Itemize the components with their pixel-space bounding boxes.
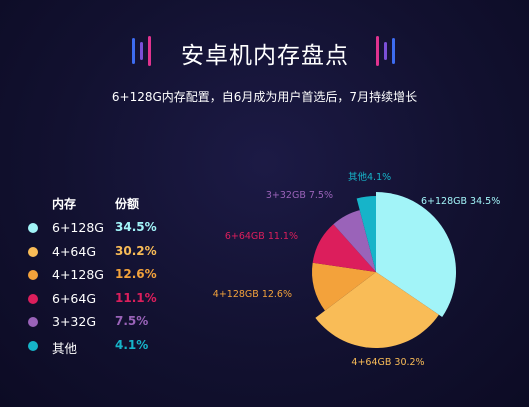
legend-label: 4+128G	[52, 267, 104, 282]
legend-item: 6+64G 11.1%	[28, 291, 168, 309]
title-bar	[384, 42, 387, 60]
legend-value-header: 份额	[115, 197, 140, 211]
title-row: 安卓机内存盘点	[0, 30, 529, 70]
pie-slice	[315, 272, 439, 348]
title-bar	[140, 42, 143, 60]
legend-name-header: 内存	[52, 197, 77, 211]
legend-value: 11.1%	[115, 290, 157, 305]
legend-label: 4+64G	[52, 243, 97, 259]
legend-item: 4+64G 30.2%	[28, 244, 168, 262]
pie-slice	[312, 224, 376, 272]
legend-item: 4+128G 12.6%	[28, 267, 168, 285]
legend-value: 7.5%	[115, 314, 149, 328]
pie-slice	[356, 196, 376, 272]
legend-swatch	[28, 293, 38, 304]
title-bar	[148, 36, 151, 66]
legend-label: 6+128G	[52, 220, 104, 235]
legend-value: 30.2%	[115, 243, 157, 258]
pie-slice-label: 6+64GB 11.1%	[225, 231, 298, 242]
legend-swatch	[28, 223, 38, 233]
legend-label: 6+64G	[52, 290, 97, 306]
title-bar	[132, 38, 135, 64]
pie-slice-label: 6+128GB 34.5%	[421, 196, 500, 207]
legend-label: 其他	[52, 340, 78, 356]
legend-value: 34.5%	[115, 220, 157, 234]
page-subtitle: 6+128G内存配置，自6月成为用户首选后，7月持续增长	[111, 90, 418, 104]
legend-swatch	[28, 317, 38, 327]
pie-slice-label: 4+64GB 30.2%	[351, 357, 424, 368]
title-right-bars	[376, 36, 396, 66]
pie-slice	[333, 210, 376, 272]
title-bar	[392, 38, 395, 64]
pie-slice-label: 3+32GB 7.5%	[266, 190, 333, 201]
pie-slice-label: 其他4.1%	[348, 171, 391, 183]
pie-slice-label: 4+128GB 12.6%	[213, 289, 292, 300]
page-title: 安卓机内存盘点	[181, 43, 349, 69]
legend-item: 其他 4.1%	[28, 338, 168, 356]
legend-swatch	[28, 270, 38, 280]
legend-label: 3+32G	[52, 314, 97, 329]
legend-item: 6+128G 34.5%	[28, 220, 168, 238]
legend-value: 12.6%	[115, 267, 157, 281]
title-left-bars	[132, 36, 152, 66]
pie-slice	[376, 192, 457, 317]
legend-swatch	[28, 340, 38, 351]
title-bar	[376, 36, 379, 66]
legend-value: 4.1%	[115, 337, 149, 352]
pie-slice	[312, 262, 376, 311]
legend-item: 3+32G 7.5%	[28, 314, 168, 332]
legend-swatch	[28, 246, 38, 257]
